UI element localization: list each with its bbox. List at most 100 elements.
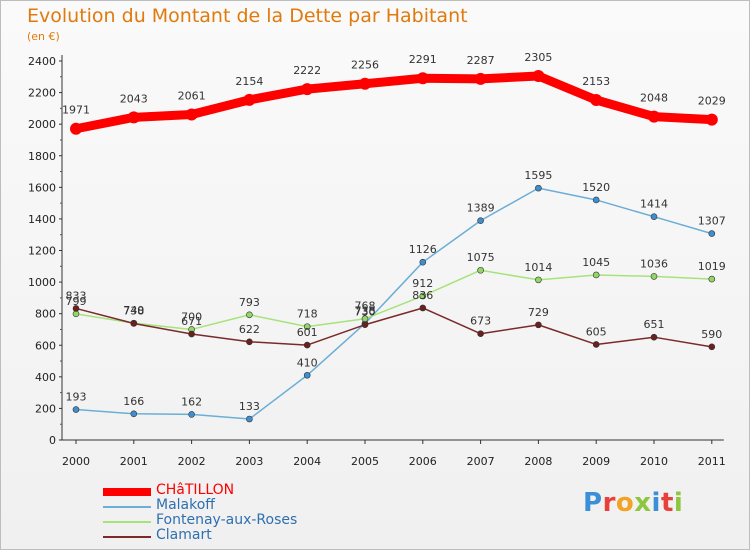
legend-label: Malakoff [156,497,215,513]
data-label: 1520 [582,181,610,194]
data-label: 2256 [351,59,379,72]
data-label: 2291 [409,53,437,66]
data-label: 2061 [178,90,206,103]
data-point [72,305,80,312]
data-point [185,108,198,121]
data-label: 2029 [698,95,726,108]
data-label: 2305 [524,51,552,64]
series-line-3 [75,269,713,331]
data-label: 1971 [62,104,90,117]
x-tick-label: 2000 [62,455,90,468]
data-point [359,77,371,90]
data-label: 836 [412,289,433,302]
data-label: 833 [66,289,87,302]
data-label: 718 [297,308,318,321]
data-point [708,275,716,283]
data-label: 2043 [120,92,148,105]
data-point [303,341,311,349]
data-label: 740 [123,304,144,317]
legend-swatch [103,521,151,523]
data-label: 133 [239,400,260,413]
data-label: 2048 [640,92,668,105]
legend-label: CHâTILLON [156,482,235,498]
data-label: 2153 [582,75,610,88]
data-label: 1036 [640,257,668,270]
data-point [243,93,256,106]
data-label: 166 [123,395,144,408]
data-label: 1414 [640,198,668,211]
data-label: 1389 [467,202,495,215]
data-label: 601 [297,326,318,339]
data-label: 622 [239,323,260,336]
data-point [361,321,369,329]
x-tick-label: 2010 [640,455,668,468]
data-point [419,304,427,312]
data-label: 738 [355,304,376,317]
data-point [474,72,487,85]
series-line-1 [71,71,717,134]
data-point [70,122,82,135]
y-tick-label: 1600 [28,181,56,194]
data-label: 729 [528,306,549,319]
data-point [301,83,314,96]
data-label: 651 [644,318,665,331]
legend-label: Fontenay-aux-Roses [156,512,298,528]
y-tick-label: 1000 [28,276,56,289]
y-tick-label: 2200 [28,87,56,100]
y-tick-label: 2400 [28,55,56,68]
data-point [416,72,429,85]
data-point [592,341,600,348]
legend-swatch [103,488,151,496]
data-label: 793 [239,296,260,309]
data-label: 799 [66,295,87,308]
data-point [127,111,140,124]
data-point [419,292,427,300]
legend-label: Clamart [156,527,212,543]
data-label: 1019 [698,260,726,273]
data-point [477,266,484,274]
data-point [650,273,658,280]
data-label: 671 [181,315,202,328]
data-point [130,410,138,418]
data-point [246,338,253,346]
proxiti-logo: Proxiti [583,488,684,518]
data-point [303,323,311,330]
data-label: 730 [355,306,376,319]
y-tick-label: 200 [35,402,56,415]
legend-swatch [103,536,151,538]
y-tick-label: 1400 [28,213,56,226]
y-tick-label: 0 [49,434,56,447]
data-point [477,217,484,224]
x-tick-label: 2003 [235,455,263,468]
y-tick-label: 800 [35,308,56,321]
series-line-2 [75,187,713,420]
data-point [592,196,600,204]
data-label: 1595 [524,169,552,182]
data-point [648,110,660,123]
data-point [188,330,195,338]
data-point [419,258,427,266]
y-tick-label: 2000 [28,118,56,131]
legend-swatch [103,506,151,508]
y-tick-label: 1800 [28,150,56,163]
data-label: 2287 [467,54,495,67]
data-label: 700 [181,310,202,323]
y-tick-label: 1200 [28,245,56,258]
data-label: 162 [181,395,202,408]
data-point [303,371,311,379]
data-label: 912 [412,277,433,290]
data-point [708,343,716,351]
data-label: 2154 [235,75,263,88]
x-tick-label: 2006 [409,455,437,468]
x-tick-label: 2007 [467,455,495,468]
x-tick-label: 2002 [178,455,206,468]
x-tick-label: 2005 [351,455,379,468]
data-point [130,320,138,327]
data-point [532,70,545,83]
x-tick-label: 2011 [698,455,726,468]
x-tick-label: 2009 [582,455,610,468]
data-label: 1045 [582,256,610,269]
data-point [592,271,600,279]
